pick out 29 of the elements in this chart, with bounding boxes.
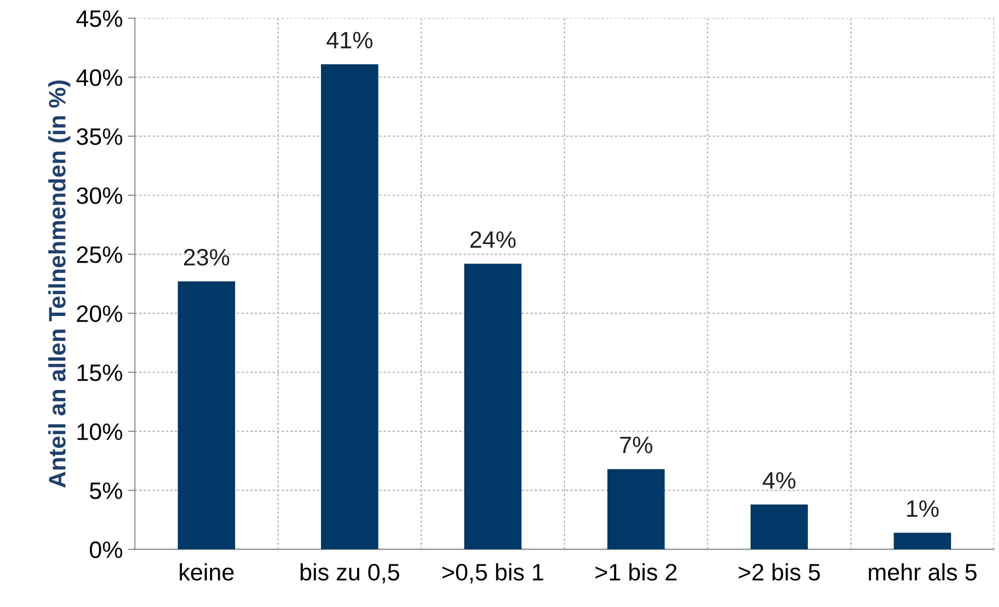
bar: [750, 504, 808, 550]
y-tick-label: 40%: [76, 69, 122, 86]
y-tick-label: 5%: [90, 482, 122, 500]
bar: [178, 281, 236, 550]
bar: [894, 532, 952, 550]
y-tick-label: 30%: [76, 187, 122, 204]
y-tick-label: 25%: [76, 246, 122, 264]
x-tick-label: >0,5 bis 1: [442, 563, 544, 584]
y-tick-label: 15%: [78, 364, 122, 382]
bar: [321, 64, 378, 550]
bar: [464, 264, 522, 550]
data-label: 41%: [326, 32, 372, 48]
data-label: 23%: [184, 248, 230, 266]
data-label: 4%: [762, 472, 796, 489]
y-tick-label: 0%: [90, 541, 122, 558]
x-tick-label: keine: [180, 563, 234, 581]
x-tick-label: >2 bis 5: [738, 563, 820, 581]
y-tick-label: 10%: [78, 423, 122, 440]
bar: [607, 469, 665, 550]
data-label: 1%: [907, 500, 939, 517]
y-axis-title: Anteil an allen Teilnehmenden (in %): [48, 80, 70, 488]
x-tick-label: mehr als 5: [868, 563, 977, 581]
x-tick-label: bis zu 0,5: [300, 563, 400, 584]
data-label: 7%: [620, 436, 652, 454]
data-label: 24%: [470, 231, 516, 248]
y-tick-label: 45%: [76, 10, 122, 27]
y-tick-label: 35%: [76, 128, 122, 146]
y-tick-label: 20%: [76, 305, 122, 322]
x-tick-label: >1 bis 2: [596, 563, 677, 581]
